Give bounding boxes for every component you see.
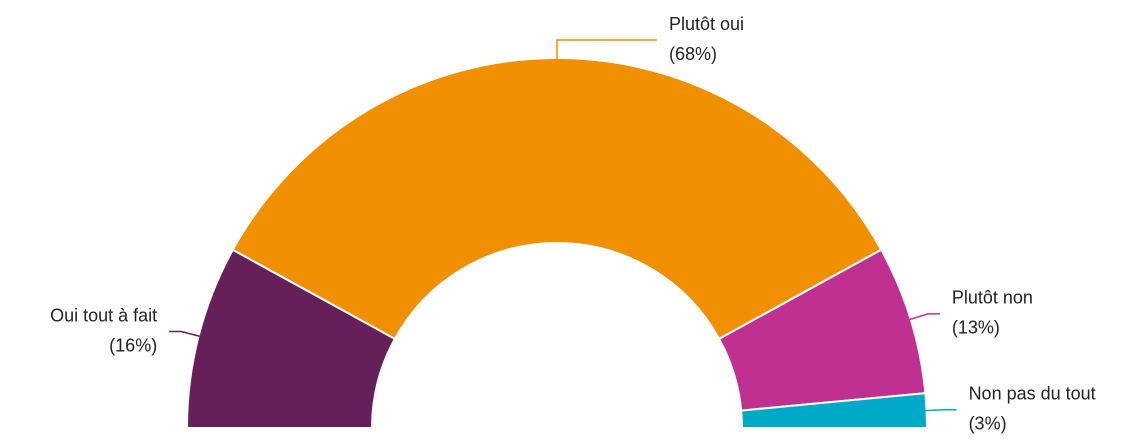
slice-value-label: (68%): [669, 44, 717, 64]
slice-value-label: (16%): [109, 335, 157, 355]
slice-label: Plutôt oui: [669, 14, 744, 34]
slice-value-label: (3%): [969, 413, 1007, 433]
slice-label: Oui tout à fait: [50, 305, 157, 325]
leader-line: [906, 313, 940, 322]
slice-value-label: (13%): [952, 318, 1000, 338]
leader-line: [169, 330, 203, 338]
slice: [740, 392, 929, 429]
leader-line: [922, 408, 957, 412]
slice: [231, 57, 883, 341]
slice-label: Non pas du tout: [969, 383, 1096, 403]
slice-label: Plutôt non: [952, 288, 1033, 308]
leader-line: [556, 39, 657, 62]
